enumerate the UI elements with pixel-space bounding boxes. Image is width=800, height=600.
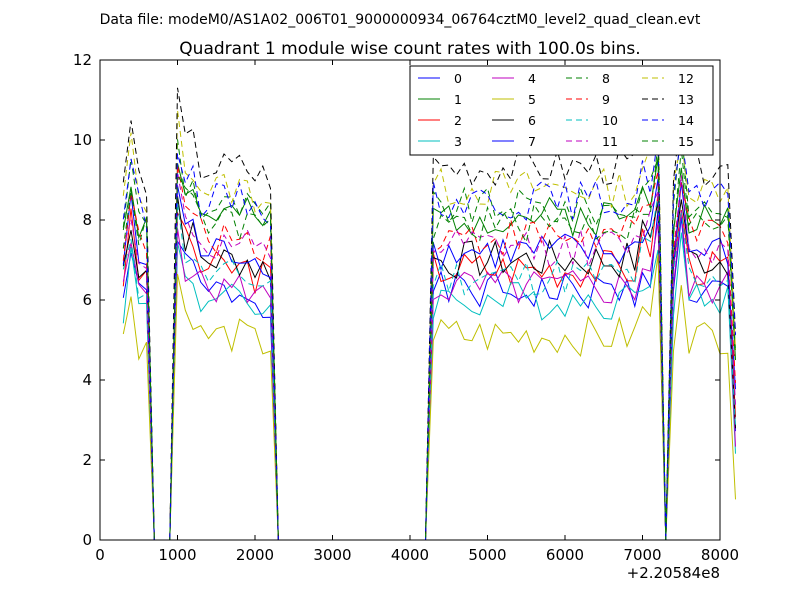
y-tick-label: 4 bbox=[82, 371, 92, 389]
legend-label-2: 2 bbox=[454, 113, 462, 128]
legend-label-7: 7 bbox=[528, 134, 536, 149]
y-tick-label: 10 bbox=[73, 131, 92, 149]
x-tick-label: 8000 bbox=[701, 546, 739, 564]
chart-suptitle: Data file: modeM0/AS1A02_006T01_90000009… bbox=[100, 12, 701, 28]
x-tick-label: 3000 bbox=[313, 546, 351, 564]
legend-label-10: 10 bbox=[602, 113, 618, 128]
legend-label-0: 0 bbox=[454, 71, 462, 86]
y-tick-label: 2 bbox=[82, 451, 92, 469]
x-tick-label: 0 bbox=[95, 546, 105, 564]
x-tick-label: 5000 bbox=[468, 546, 506, 564]
series-line-15 bbox=[122, 144, 736, 541]
legend-label-12: 12 bbox=[678, 71, 694, 86]
plot-frame bbox=[99, 59, 721, 541]
series-line-14 bbox=[122, 134, 736, 541]
series-line-12 bbox=[122, 110, 736, 541]
series-lines bbox=[122, 87, 736, 541]
legend-label-11: 11 bbox=[602, 134, 618, 149]
series-line-8 bbox=[122, 128, 736, 541]
y-tick-label: 8 bbox=[82, 211, 92, 229]
legend-label-8: 8 bbox=[602, 71, 610, 86]
series-line-10 bbox=[122, 195, 736, 541]
y-tick-label: 12 bbox=[73, 51, 92, 69]
legend-label-15: 15 bbox=[678, 134, 694, 149]
series-line-5 bbox=[122, 254, 736, 541]
series-line-11 bbox=[122, 172, 736, 541]
x-tick-label: 2000 bbox=[236, 546, 274, 564]
x-offset-label: +2.20584e8 bbox=[627, 564, 720, 582]
x-tick-label: 6000 bbox=[546, 546, 584, 564]
legend-label-6: 6 bbox=[528, 113, 536, 128]
legend-label-4: 4 bbox=[528, 71, 536, 86]
legend-label-14: 14 bbox=[678, 113, 694, 128]
x-tick-label: 7000 bbox=[623, 546, 661, 564]
x-axis: 0 1000 2000 3000 4000 5000 6000 7000 8000 bbox=[95, 60, 739, 564]
y-tick-label: 0 bbox=[82, 531, 92, 549]
chart-title: Quadrant 1 module wise count rates with … bbox=[179, 39, 640, 59]
legend-frame bbox=[409, 65, 714, 156]
legend-label-1: 1 bbox=[454, 92, 462, 107]
legend-label-3: 3 bbox=[454, 134, 462, 149]
legend-label-9: 9 bbox=[602, 92, 610, 107]
legend-label-5: 5 bbox=[528, 92, 536, 107]
legend-label-13: 13 bbox=[678, 92, 694, 107]
x-tick-label: 1000 bbox=[158, 546, 196, 564]
x-tick-label: 4000 bbox=[391, 546, 429, 564]
y-tick-label: 6 bbox=[82, 291, 92, 309]
